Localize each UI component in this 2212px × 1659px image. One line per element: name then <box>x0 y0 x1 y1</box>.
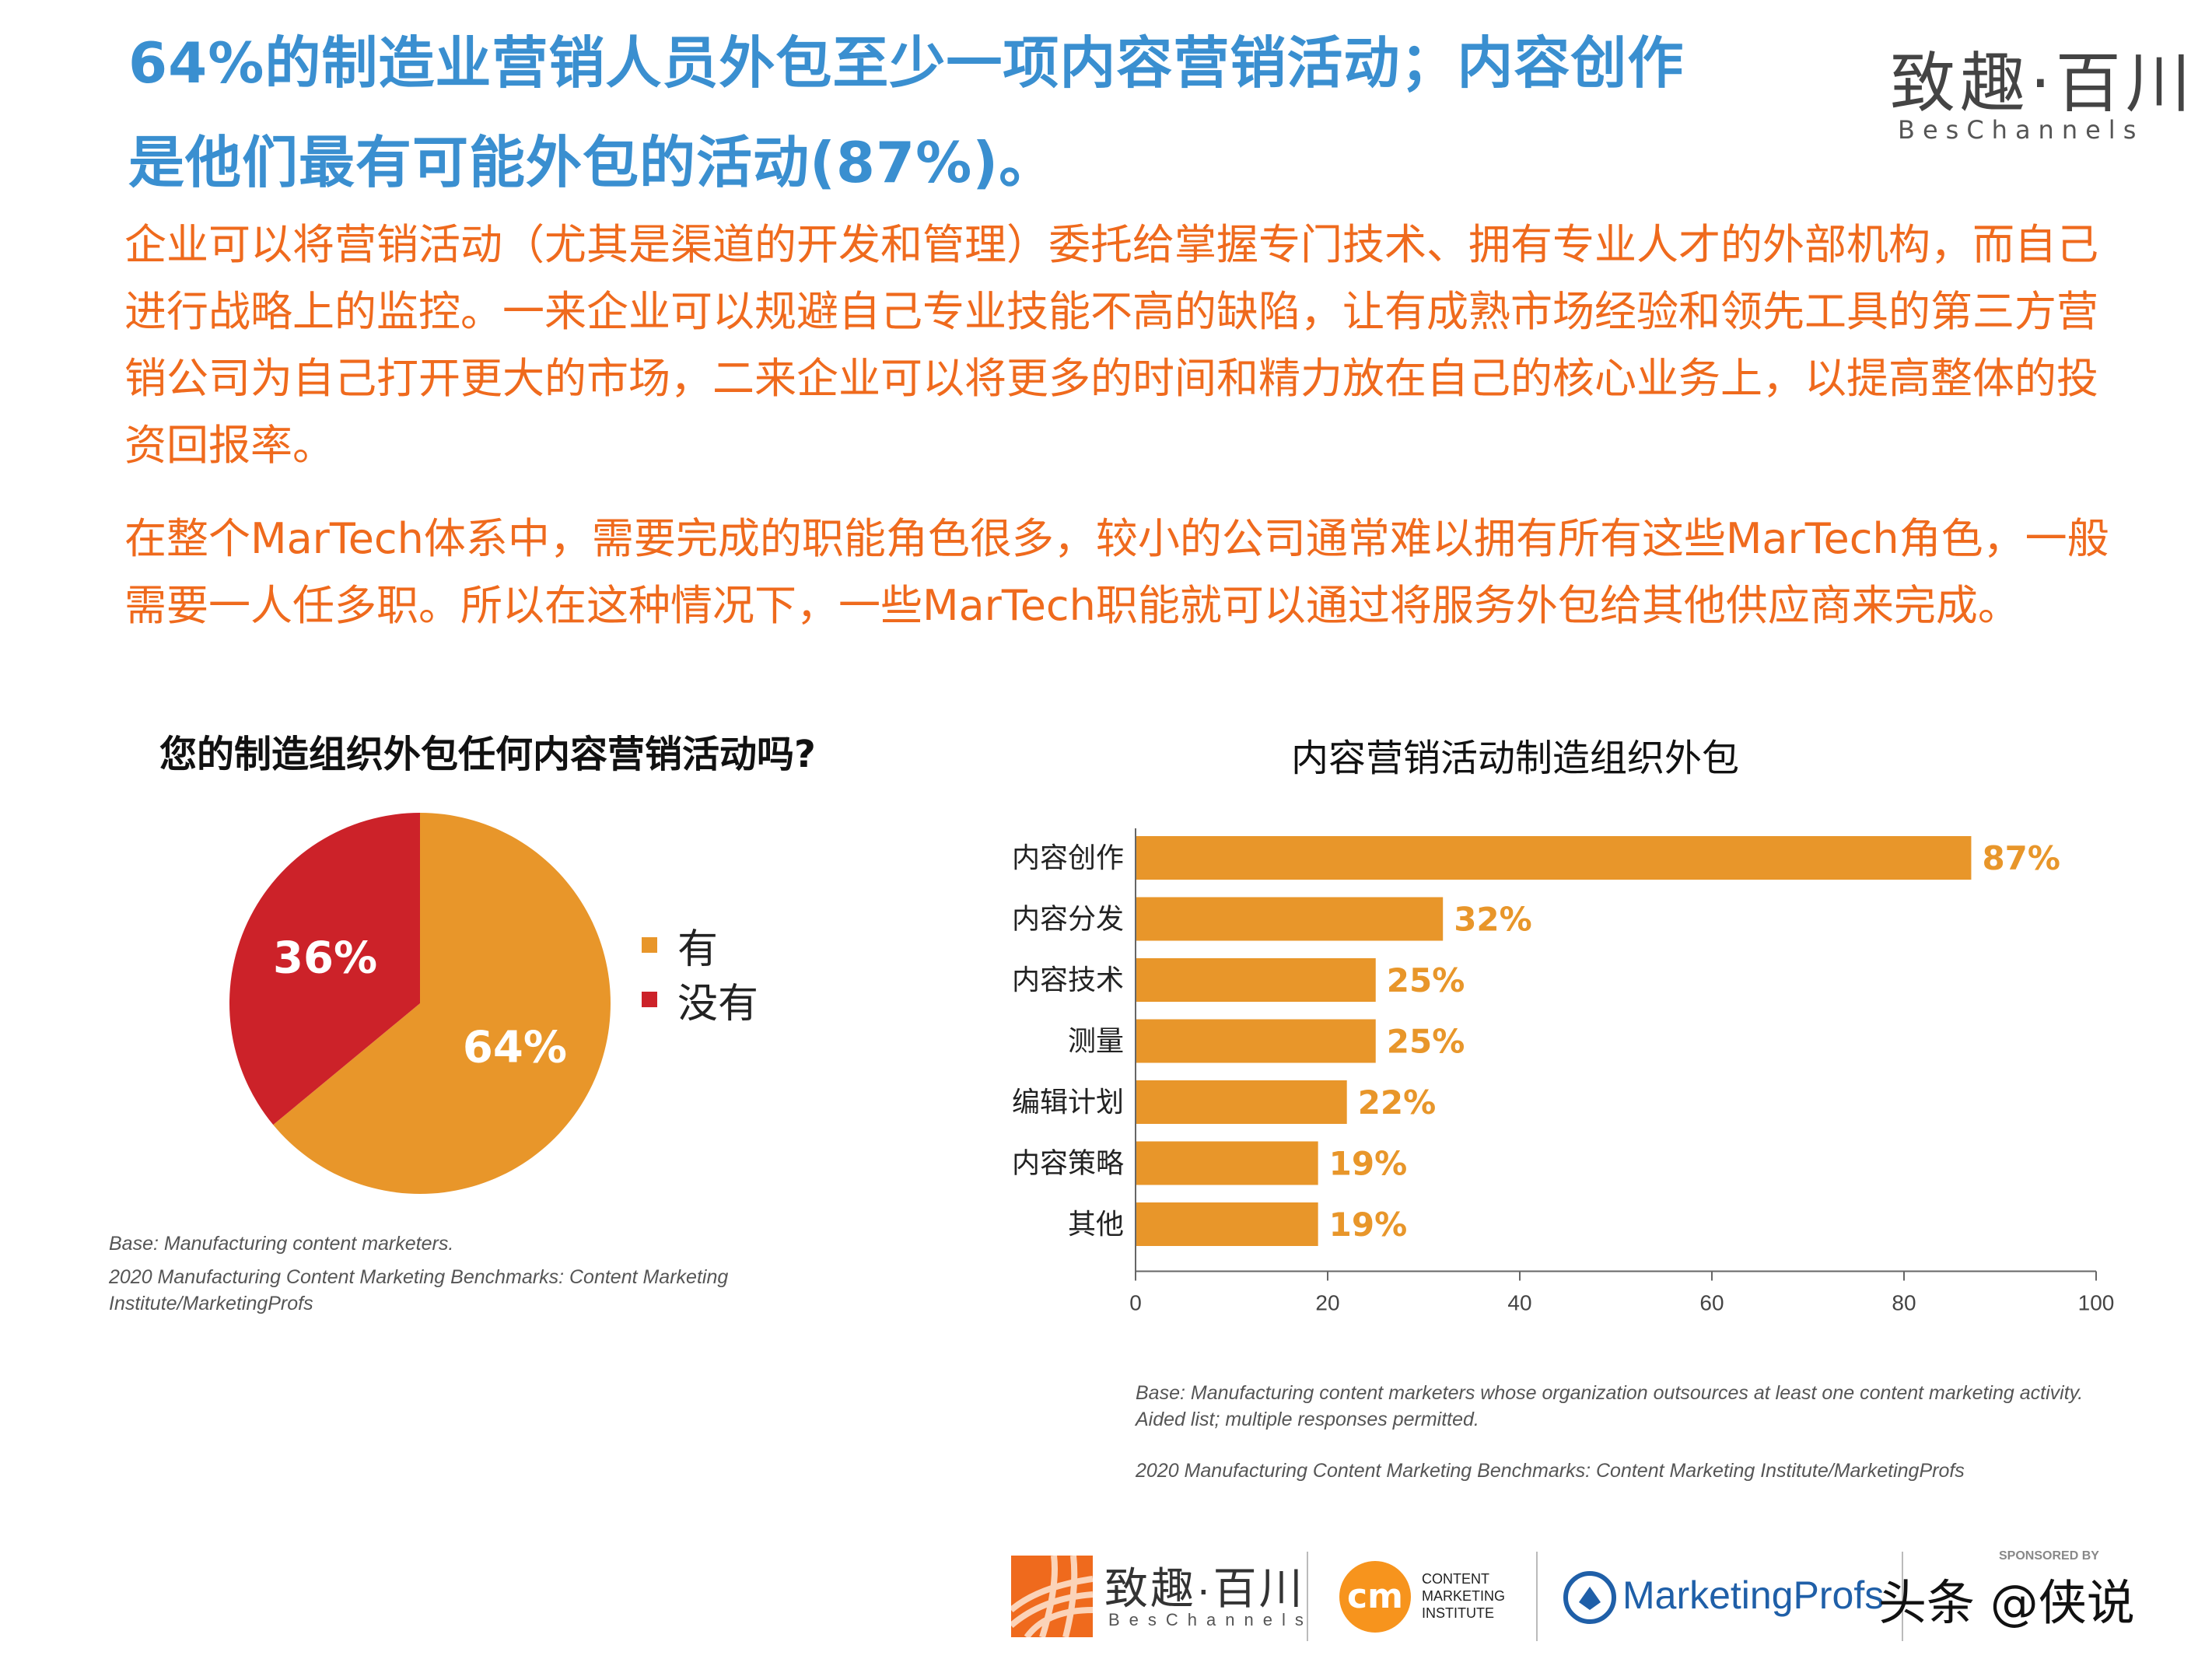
pie-legend: 有 没有 <box>642 918 758 1027</box>
watermark-text: 头条 @侠说 <box>1878 1574 2135 1631</box>
page-title-line-1: 64%的制造业营销人员外包至少一项内容营销活动；内容创作 <box>128 30 1685 96</box>
bar-category-label-5: 内容策略 <box>1012 1148 1124 1180</box>
bar-value-label-0: 87% <box>1982 839 2060 877</box>
bar-value-label-6: 19% <box>1329 1206 1408 1244</box>
footer-brand-1-cn: 致趣·百川 <box>1104 1564 1305 1613</box>
footer-divider-3 <box>1902 1552 1903 1641</box>
legend-label-yes: 有 <box>677 926 719 973</box>
pie-slice-no <box>229 813 420 1125</box>
footer-divider-1 <box>1307 1552 1308 1641</box>
pie-label-yes: 64% <box>463 1022 567 1073</box>
bar-value-label-2: 25% <box>1387 961 1465 999</box>
bar-value-label-4: 22% <box>1358 1083 1437 1122</box>
marketingprofs-logo-icon <box>1563 1571 1616 1624</box>
bar-category-label-3: 测量 <box>1068 1026 1124 1058</box>
bar-value-label-1: 32% <box>1454 901 1532 939</box>
legend-swatch-no <box>642 992 657 1007</box>
pie-note-source-2: Institute/MarketingProfs <box>109 1293 313 1314</box>
bar-0 <box>1136 836 1972 880</box>
legend-swatch-yes <box>642 937 657 953</box>
footer-logos: 致趣·百川 BesChannels cm CONTENT MARKETING I… <box>1011 1548 2193 1649</box>
legend-label-no: 没有 <box>677 980 759 1027</box>
intro-paragraph-1: 企业可以将营销活动（尤其是渠道的开发和管理）委托给掌握专门技术、拥有专业人才的外… <box>124 220 2098 470</box>
intro-paragraph-2: 在整个MarTech体系中，需要完成的职能角色很多，较小的公司通常难以拥有所有这… <box>124 514 2109 630</box>
cmi-text-3: INSTITUTE <box>1422 1605 1494 1621</box>
legend-item-yes: 有 <box>642 918 758 973</box>
bar-category-label-2: 内容技术 <box>1012 964 1124 996</box>
bar-chart: 内容创作 87% 内容分发 32% 内容技术 25% 测量 25% 编辑计划 22% 内容策略 19%… <box>1012 828 2115 1315</box>
bar-category-label-1: 内容分发 <box>1012 904 1124 936</box>
sponsor-label: SPONSORED BY <box>1999 1549 2099 1563</box>
bar-value-label-3: 25% <box>1387 1023 1465 1061</box>
bar-note-base-1: Base: Manufacturing content marketers wh… <box>1136 1382 2084 1404</box>
cmi-text-1: CONTENT <box>1422 1571 1489 1587</box>
svg-text:cm: cm <box>1347 1577 1403 1616</box>
bar-1 <box>1136 897 1444 941</box>
x-tick-label-5: 100 <box>2078 1291 2115 1315</box>
bar-4 <box>1136 1080 1347 1124</box>
footer-brand-3: MarketingProfs <box>1622 1573 1885 1617</box>
bar-3 <box>1136 1019 1376 1063</box>
bar-category-label-4: 编辑计划 <box>1012 1087 1124 1118</box>
bar-category-label-0: 内容创作 <box>1012 842 1124 874</box>
page-title-line-2: 是他们最有可能外包的活动(87%)。 <box>128 130 1056 195</box>
x-tick-label-4: 80 <box>1892 1291 1916 1315</box>
pie-chart: 64% 36% <box>229 813 611 1194</box>
x-tick-label-3: 60 <box>1699 1291 1724 1315</box>
legend-item-no: 没有 <box>642 972 758 1027</box>
cmi-text-2: MARKETING <box>1422 1588 1506 1604</box>
bar-6 <box>1136 1202 1318 1246</box>
pie-chart-title: 您的制造组织外包任何内容营销活动吗? <box>159 733 816 776</box>
x-tick-label-1: 20 <box>1315 1291 1339 1315</box>
bar-note-source: 2020 Manufacturing Content Marketing Ben… <box>1136 1460 1965 1482</box>
beschannels-logo-icon <box>1011 1556 1093 1637</box>
footer-divider-2 <box>1536 1552 1538 1641</box>
brand-logo-subtext: BesChannels <box>1898 115 2144 145</box>
bar-category-label-6: 其他 <box>1068 1209 1124 1241</box>
footer-brand-1-en: BesChannels <box>1108 1610 1313 1629</box>
bar-value-label-5: 19% <box>1329 1145 1408 1183</box>
bar-note-base-2: Aided list; multiple responses permitted… <box>1136 1409 1479 1430</box>
bar-2 <box>1136 958 1376 1002</box>
pie-note-base: Base: Manufacturing content marketers. <box>109 1233 454 1255</box>
pie-note-source-1: 2020 Manufacturing Content Marketing Ben… <box>109 1266 729 1288</box>
x-tick-label-2: 40 <box>1507 1291 1531 1315</box>
brand-logo-text: 致趣·百川 <box>1890 45 2196 121</box>
x-tick-label-0: 0 <box>1129 1291 1142 1315</box>
bar-5 <box>1136 1141 1318 1185</box>
bar-chart-title: 内容营销活动制造组织外包 <box>1291 737 1740 780</box>
pie-slice-yes <box>273 813 611 1194</box>
pie-label-no: 36% <box>273 933 377 984</box>
cmi-logo-icon: cm <box>1339 1561 1411 1633</box>
